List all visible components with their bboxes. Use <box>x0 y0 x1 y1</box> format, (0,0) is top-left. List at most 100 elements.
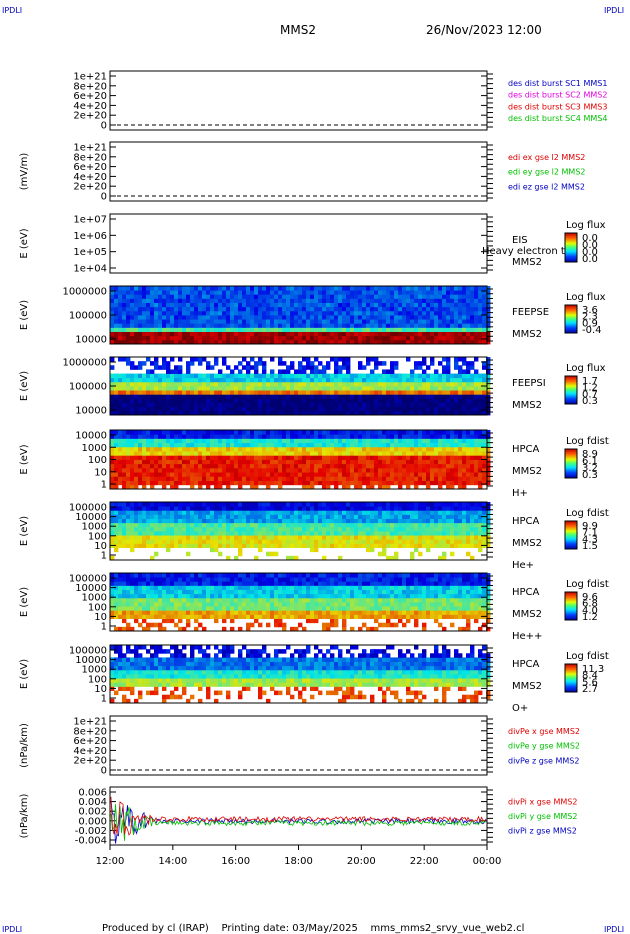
heatmap-cell <box>130 451 135 456</box>
heatmap-cell <box>230 410 235 416</box>
heatmap-cell <box>138 310 143 316</box>
heatmap-cell <box>118 535 123 540</box>
heatmap-cell <box>230 369 235 374</box>
heatmap-cell <box>382 526 387 532</box>
heatmap-cell <box>462 455 467 460</box>
heatmap-cell <box>186 390 191 395</box>
heatmap-cell <box>158 446 163 452</box>
heatmap-cell <box>206 410 211 416</box>
heatmap-cell <box>462 406 467 412</box>
heatmap-cell <box>210 455 215 460</box>
heatmap-cell <box>302 310 307 316</box>
heatmap-cell <box>394 290 399 295</box>
heatmap-cell <box>250 484 255 490</box>
heatmap-cell <box>218 369 223 374</box>
heatmap-cell <box>110 331 115 337</box>
heatmap-cell <box>290 406 295 412</box>
heatmap-cell <box>366 510 371 515</box>
heatmap-cell <box>414 327 419 332</box>
heatmap-cell <box>210 459 215 465</box>
heatmap-cell <box>402 526 407 532</box>
heatmap-cell <box>378 286 383 291</box>
heatmap-cell <box>186 438 191 444</box>
heatmap-cell <box>126 406 131 412</box>
heatmap-cell <box>202 514 207 519</box>
heatmap-cell <box>398 455 403 460</box>
heatmap-cell <box>170 410 175 416</box>
heatmap-cell <box>134 472 139 477</box>
heatmap-cell <box>334 430 339 435</box>
heatmap-cell <box>474 331 479 337</box>
heatmap-cell <box>194 472 199 477</box>
heatmap-cell <box>302 339 307 345</box>
heatmap-cell <box>302 294 307 299</box>
heatmap-cell <box>334 381 339 387</box>
heatmap-cell <box>194 480 199 486</box>
heatmap-cell <box>470 331 475 337</box>
heatmap-cell <box>138 294 143 299</box>
heatmap-cell <box>330 510 335 515</box>
heatmap-cell <box>154 551 159 557</box>
heatmap-cell <box>438 430 443 435</box>
heatmap-cell <box>386 531 391 536</box>
heatmap-cell <box>114 286 119 291</box>
heatmap-cell <box>330 531 335 536</box>
heatmap-cell <box>426 442 431 448</box>
heatmap-cell <box>290 526 295 532</box>
heatmap-cell <box>194 319 199 324</box>
heatmap-cell <box>274 406 279 412</box>
heatmap-cell <box>218 298 223 303</box>
heatmap-cell <box>178 446 183 452</box>
heatmap-cell <box>166 463 171 469</box>
heatmap-cell <box>386 410 391 416</box>
heatmap-cell <box>266 294 271 299</box>
heatmap-cell <box>382 451 387 456</box>
heatmap-cell <box>298 434 303 439</box>
heatmap-cell <box>362 539 367 544</box>
heatmap-cell <box>362 463 367 469</box>
heatmap-cell <box>334 451 339 456</box>
heatmap-cell <box>222 543 227 548</box>
heatmap-cell <box>322 402 327 408</box>
heatmap-cell <box>138 442 143 448</box>
heatmap-cell <box>150 455 155 460</box>
heatmap-cell <box>202 327 207 332</box>
heatmap-cell <box>318 467 323 473</box>
heatmap-cell <box>466 472 471 477</box>
heatmap-cell <box>366 446 371 452</box>
heatmap-cell <box>114 467 119 473</box>
heatmap-cell <box>466 302 471 308</box>
heatmap-cell <box>258 310 263 316</box>
heatmap-cell <box>458 365 463 370</box>
heatmap-cell <box>302 526 307 532</box>
heatmap-cell <box>234 463 239 469</box>
heatmap-cell <box>186 386 191 391</box>
heatmap-cell <box>214 472 219 477</box>
heatmap-cell <box>130 335 135 341</box>
heatmap-cell <box>442 327 447 332</box>
heatmap-cell <box>134 315 139 320</box>
heatmap-cell <box>238 406 243 412</box>
heatmap-cell <box>182 327 187 332</box>
heatmap-cell <box>226 446 231 452</box>
heatmap-cell <box>174 327 179 332</box>
heatmap-cell <box>454 390 459 395</box>
heatmap-cell <box>402 467 407 473</box>
heatmap-cell <box>358 518 363 524</box>
heatmap-cell <box>218 518 223 524</box>
heatmap-cell <box>314 310 319 316</box>
heatmap-cell <box>454 502 459 507</box>
heatmap-cell <box>322 306 327 312</box>
heatmap-cell <box>134 331 139 337</box>
heatmap-cell <box>170 294 175 299</box>
heatmap-cell <box>146 315 151 320</box>
heatmap-cell <box>466 434 471 439</box>
heatmap-cell <box>206 310 211 316</box>
heatmap-cell <box>198 514 203 519</box>
heatmap-cell <box>274 319 279 324</box>
heatmap-cell <box>258 335 263 341</box>
heatmap-cell <box>410 535 415 540</box>
heatmap-cell <box>282 451 287 456</box>
heatmap-cell <box>338 294 343 299</box>
